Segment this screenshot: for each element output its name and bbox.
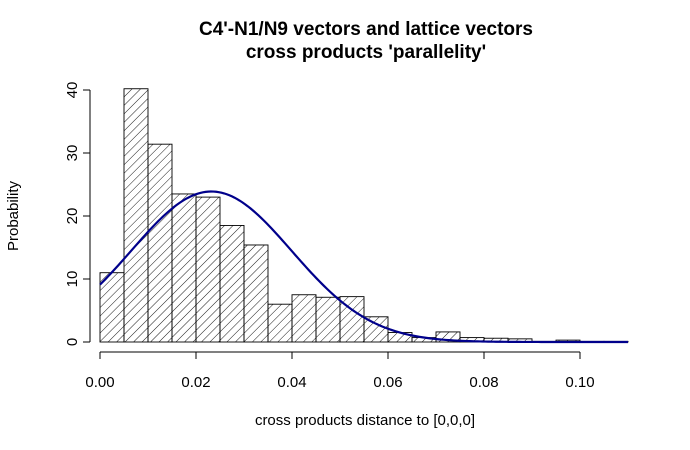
histogram-bar-4 (171, 193, 197, 343)
histogram-bar-3 (147, 143, 173, 343)
x-axis: 0.00 0.02 0.04 0.06 0.08 0.10 (85, 351, 595, 391)
histogram-bar-12 (363, 316, 389, 343)
x-tick-label: 0.08 (469, 374, 498, 391)
histogram-bar-2 (123, 88, 149, 343)
normal-density-curve (99, 190, 628, 344)
histogram-bar-10 (315, 296, 341, 343)
x-tick-label: 0.10 (565, 374, 594, 391)
y-axis: 0 10 20 30 40 (64, 82, 91, 346)
histogram-bars (99, 88, 629, 343)
x-tick-label: 0.06 (373, 374, 402, 391)
histogram-bar-6 (219, 224, 245, 343)
x-tick-label: 0.02 (181, 374, 210, 391)
y-tick-label: 30 (64, 145, 81, 162)
histogram-bar-9 (291, 294, 317, 343)
histogram-bar-1 (99, 272, 125, 343)
histogram-bar-8 (267, 303, 293, 343)
chart-title-line-2: cross products 'parallelity' (246, 42, 486, 63)
y-tick-label: 40 (64, 82, 81, 99)
y-tick-label: 0 (64, 338, 81, 346)
x-axis-label: cross products distance to [0,0,0] (255, 412, 475, 429)
x-tick-label: 0.00 (85, 374, 114, 391)
y-axis-label: Probability (5, 180, 22, 251)
chart-title-line-1: C4'-N1/N9 vectors and lattice vectors (199, 19, 533, 40)
histogram-bar-15 (435, 331, 461, 343)
histogram-bar-7 (243, 244, 269, 343)
x-tick-label: 0.04 (277, 374, 306, 391)
histogram-bar-5 (195, 196, 221, 343)
y-tick-label: 10 (64, 271, 81, 288)
y-tick-label: 20 (64, 208, 81, 225)
